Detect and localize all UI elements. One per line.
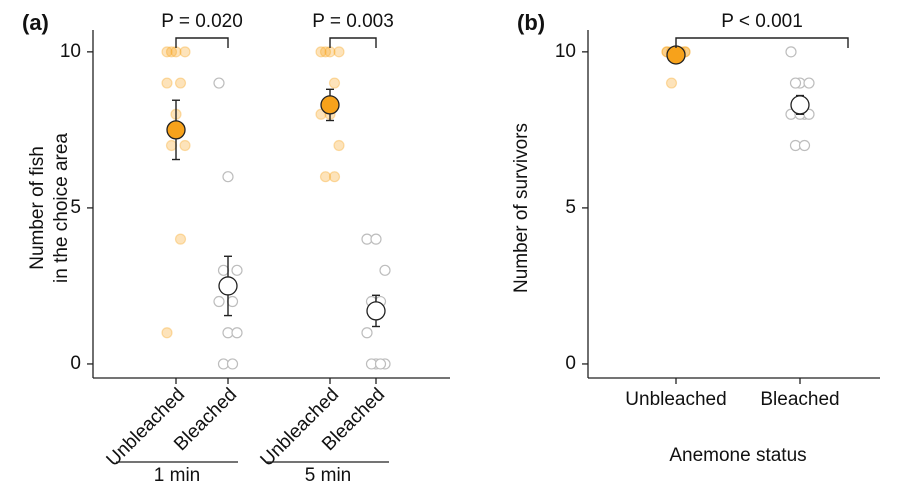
observation [370, 233, 382, 245]
y-axis-label: in the choice area [51, 133, 72, 283]
y-axis-label: Number of survivors [511, 123, 532, 293]
observation [222, 171, 234, 183]
observation [226, 295, 239, 308]
observation [213, 295, 225, 308]
observation [319, 46, 332, 58]
observation [161, 77, 173, 89]
x-axis-label: Anemone status [669, 445, 806, 466]
observation [179, 139, 191, 152]
comparison-bracket [329, 37, 377, 48]
mean [166, 120, 186, 140]
comparison-label: P < 0.001 [721, 11, 803, 32]
observation [161, 327, 173, 339]
y-tick-label: 10 [555, 41, 576, 62]
observation [165, 139, 178, 152]
observation [665, 77, 678, 89]
mean [218, 276, 238, 296]
group-label: 5 min [305, 465, 351, 486]
y-axis-label: Number of fish [27, 146, 48, 270]
observation [165, 46, 178, 58]
observation [315, 46, 327, 58]
comparison-bracket [675, 37, 849, 48]
y-tick-label: 0 [565, 353, 576, 374]
mean [366, 301, 386, 321]
y-tick-label: 10 [60, 41, 81, 62]
x-tick-label: Bleached [760, 389, 839, 410]
mean [320, 95, 340, 115]
observation [379, 264, 391, 276]
x-tick-label: Unbleached [103, 384, 190, 471]
observation [328, 171, 341, 183]
observation [785, 46, 797, 58]
observation [333, 46, 345, 58]
observation [798, 139, 811, 152]
x-tick-label: Unbleached [625, 389, 726, 410]
observation [217, 264, 230, 276]
observation [213, 77, 225, 89]
y-tick-label: 0 [70, 353, 81, 374]
observation [179, 46, 191, 58]
panel-label: (b) [517, 10, 545, 35]
observation [803, 77, 815, 89]
observation [226, 358, 239, 370]
observation [231, 264, 243, 276]
comparison-label: P = 0.003 [312, 11, 394, 32]
observation [174, 233, 187, 245]
observation [319, 171, 332, 183]
observation [361, 327, 373, 339]
y-tick-label: 5 [565, 197, 576, 218]
observation [333, 139, 345, 152]
observation [231, 327, 243, 339]
mean [666, 45, 686, 65]
observation [374, 358, 387, 370]
panel-label: (a) [22, 10, 49, 35]
observation [328, 77, 341, 89]
group-label: 1 min [154, 465, 200, 486]
y-tick-label: 5 [70, 197, 81, 218]
observation [161, 46, 173, 58]
mean [790, 95, 810, 115]
observation [789, 77, 802, 89]
observation [174, 77, 187, 89]
comparison-bracket [175, 37, 229, 48]
comparison-label: P = 0.020 [161, 11, 243, 32]
